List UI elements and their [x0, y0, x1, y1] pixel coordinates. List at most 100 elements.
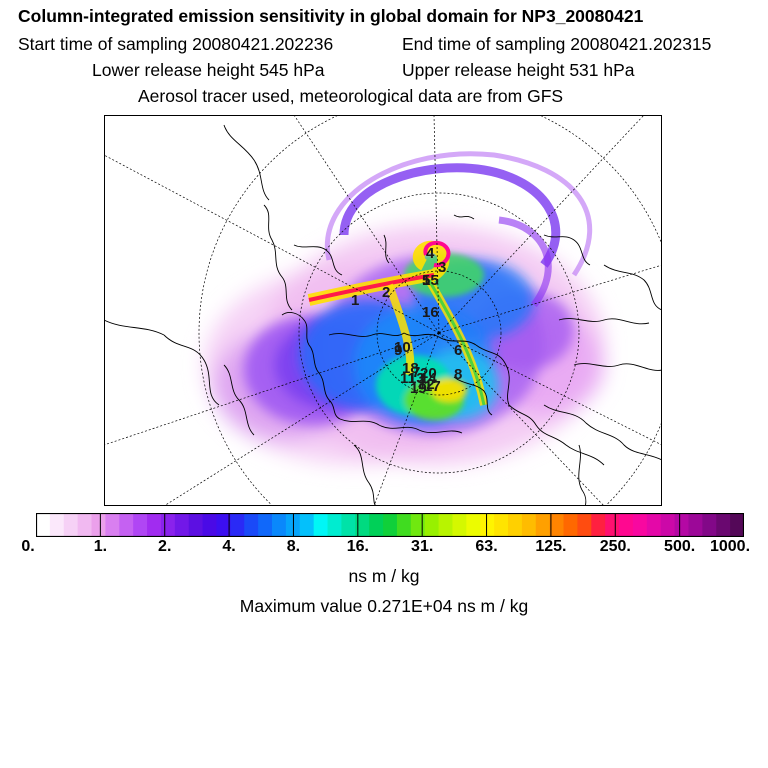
color-scale-cell	[494, 513, 509, 537]
flight-label: 14	[420, 370, 437, 387]
flight-label: 5	[422, 272, 430, 289]
color-scale-cell	[63, 513, 79, 537]
color-scale-tick-label: 0.	[21, 538, 35, 555]
color-scale-cell	[272, 513, 287, 537]
color-scale-cell	[91, 513, 107, 537]
color-scale-cell	[383, 513, 398, 537]
color-scale-cell	[341, 513, 356, 537]
color-scale-cell	[521, 513, 537, 537]
flight-label: 12	[418, 376, 435, 393]
color-scale-cell	[313, 513, 329, 537]
flight-label: 13	[408, 370, 425, 387]
color-scale-cell	[258, 513, 273, 537]
color-scale-cell	[160, 513, 176, 537]
flight-label: 8	[454, 366, 462, 383]
color-scale-cell	[508, 513, 523, 537]
lower-release-height: Lower release height 545 hPa	[92, 60, 325, 80]
color-scale-cell	[577, 513, 592, 537]
flight-label: 4	[426, 245, 435, 262]
flight-label: 20	[420, 365, 437, 382]
color-scale-cell	[49, 513, 65, 537]
latitude-circles	[198, 115, 662, 506]
color-scale-cell	[688, 513, 703, 537]
flight-label: 16	[422, 304, 439, 321]
flight-label: 9	[394, 342, 402, 359]
flight-loop	[423, 240, 451, 268]
color-scale-cell	[147, 513, 162, 537]
color-scale-cell	[716, 513, 731, 537]
color-scale-cell	[355, 513, 370, 537]
color-scale-cell	[646, 513, 662, 537]
flight-label: 7	[412, 364, 420, 381]
color-scale-tick-label: 16.	[346, 538, 369, 555]
color-scale-tick-label: 1000.	[709, 538, 751, 555]
color-scale-cell	[119, 513, 134, 537]
flight-label: 10	[394, 339, 411, 356]
flight-label: 19	[410, 380, 427, 397]
color-scale-units: ns m / kg	[348, 566, 420, 586]
color-scale-cell	[410, 513, 426, 537]
color-scale-cell	[77, 513, 93, 537]
flight-label: 3	[438, 259, 446, 276]
color-scale-cell	[133, 513, 148, 537]
color-scale-tick-label: 8.	[286, 538, 301, 555]
color-scale-cell	[549, 513, 565, 537]
color-scale-tick-label: 2.	[158, 538, 172, 555]
color-scale-cell	[438, 513, 454, 537]
flight-label: 11	[400, 370, 416, 387]
color-scale-cell	[36, 513, 51, 537]
color-scale-cell	[605, 513, 620, 537]
color-scale-cell	[619, 513, 634, 537]
tracer-note: Aerosol tracer used, meteorological data…	[138, 86, 564, 106]
color-scale-tick-label: 1.	[93, 538, 108, 555]
plume-arc-outer	[324, 151, 593, 277]
color-scale-cell	[632, 513, 648, 537]
map-frame	[104, 115, 662, 506]
color-scale-tick-label: 125.	[535, 538, 567, 555]
color-scale-tick-label: 500.	[664, 538, 696, 555]
color-scale-cell	[188, 513, 204, 537]
color-scale-cell	[230, 513, 245, 537]
chart-title: Column-integrated emission sensitivity i…	[18, 6, 644, 26]
color-scale-cell	[105, 513, 120, 537]
plume-arc	[339, 163, 561, 268]
color-scale-tick-label: 250.	[599, 538, 631, 555]
flight-label: 18	[402, 360, 419, 377]
flight-label: 2	[382, 284, 390, 301]
sampling-start-time: Start time of sampling 20080421.202236	[18, 34, 334, 54]
flight-label: 17	[424, 378, 441, 395]
color-scale-cell	[452, 513, 467, 537]
flight-path-labels: 1 2 3 4 5 6 7 8 9 10 11 12 13 14 15 16 1…	[351, 245, 462, 397]
color-scale-cell	[202, 513, 218, 537]
flight-label: 15	[422, 272, 439, 289]
color-scale-cell	[480, 513, 495, 537]
color-scale-cell	[424, 513, 440, 537]
plume-east	[498, 216, 552, 308]
color-scale-tick-label: 31.	[411, 538, 434, 555]
color-scale-cell	[535, 513, 551, 537]
color-scale-cell	[299, 513, 315, 537]
color-scale-cell	[660, 513, 676, 537]
color-scale-cell	[369, 513, 384, 537]
color-scale-cell	[730, 513, 744, 537]
color-scale-cell	[674, 513, 690, 537]
flight-track-core	[308, 273, 435, 302]
color-scale-cell	[591, 513, 606, 537]
flight-label: 1	[351, 292, 359, 309]
color-scale-bar	[36, 513, 744, 537]
color-scale-cell	[396, 513, 412, 537]
color-scale-cell	[327, 513, 343, 537]
color-scale-tick-label: 4.	[222, 538, 236, 555]
color-scale-cell	[466, 513, 481, 537]
sampling-end-time: End time of sampling 20080421.202315	[402, 34, 712, 54]
maximum-value: Maximum value 0.271E+04 ns m / kg	[239, 596, 529, 616]
track-south-core	[427, 279, 486, 406]
color-scale-cell	[563, 513, 579, 537]
color-scale-cell	[244, 513, 259, 537]
color-scale-ticks: 0. 1. 2. 4. 8. 16. 31. 63. 125. 250. 500. 1000.	[0, 538, 768, 560]
meridians	[104, 115, 662, 506]
sensitivity-map: 1 2 3 4 5 6 7 8 9 10 11 12 13 14 15 16 1…	[104, 115, 662, 506]
color-scale-cell	[702, 513, 717, 537]
color-scale-cell	[174, 513, 190, 537]
upper-release-height: Upper release height 531 hPa	[402, 60, 635, 80]
